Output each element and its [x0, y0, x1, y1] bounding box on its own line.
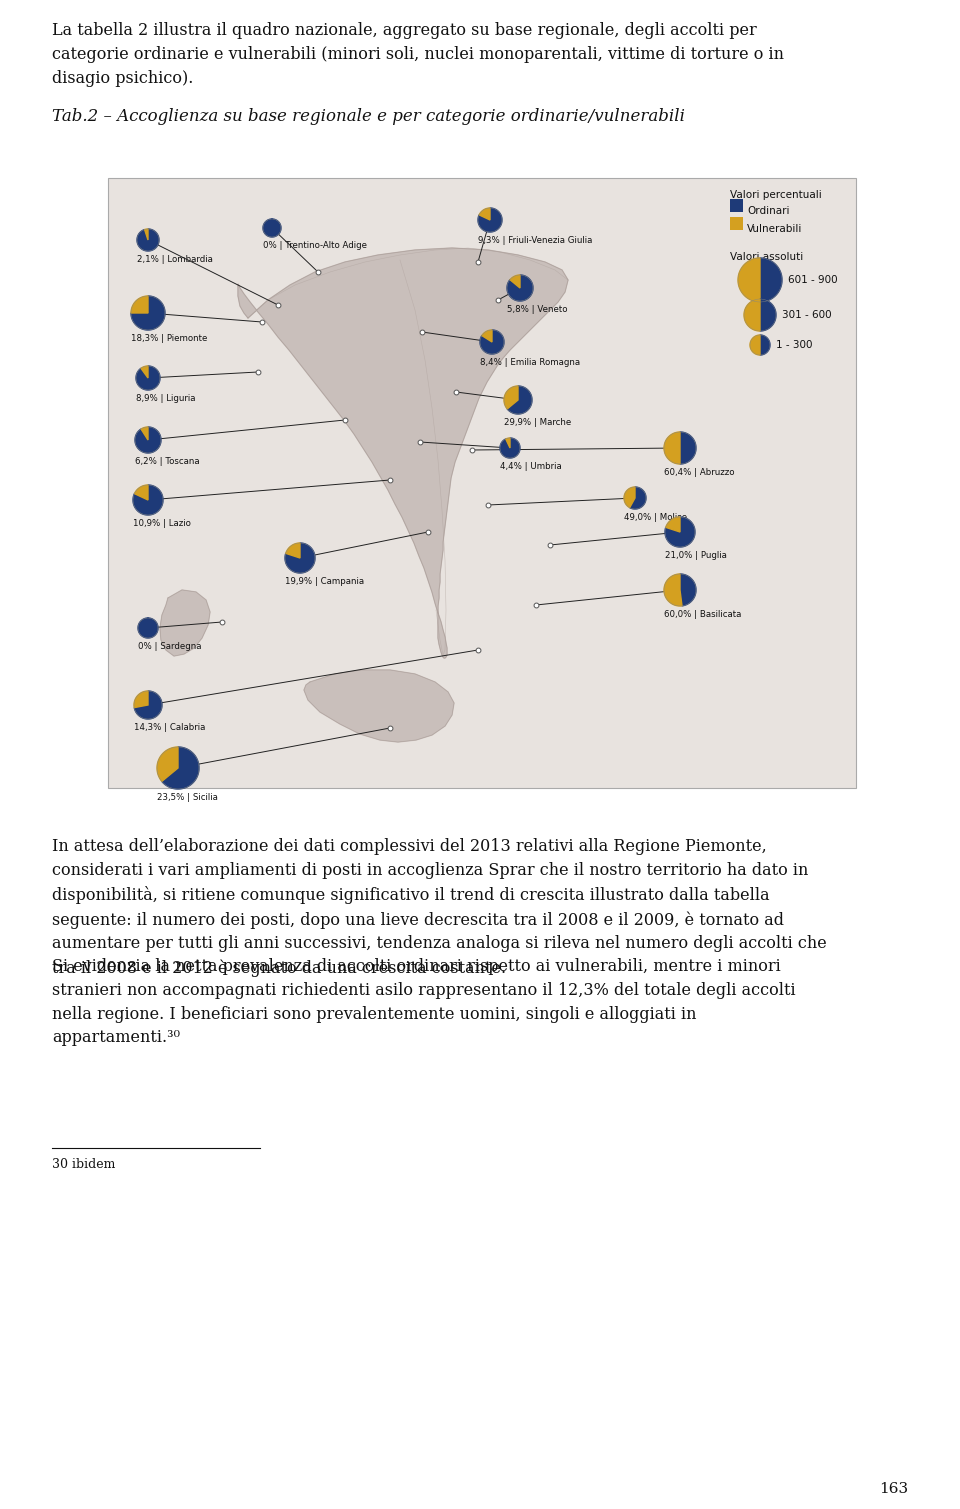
Polygon shape: [160, 590, 210, 656]
Polygon shape: [760, 335, 770, 355]
Polygon shape: [134, 691, 162, 718]
Polygon shape: [510, 275, 520, 288]
Text: 10,9% | Lazio: 10,9% | Lazio: [133, 519, 191, 528]
Bar: [730, 217, 743, 229]
Polygon shape: [500, 438, 520, 459]
Polygon shape: [141, 427, 148, 441]
Text: 23,5% | Sicilia: 23,5% | Sicilia: [157, 794, 218, 801]
Polygon shape: [137, 229, 159, 250]
Polygon shape: [665, 518, 680, 533]
Polygon shape: [507, 386, 532, 413]
Text: 19,9% | Campania: 19,9% | Campania: [285, 576, 364, 585]
Bar: [108, 178, 856, 788]
Text: Vulnerabili: Vulnerabili: [747, 223, 803, 234]
Bar: [730, 199, 743, 211]
Polygon shape: [135, 427, 161, 453]
Polygon shape: [134, 484, 148, 499]
Text: 30 ibidem: 30 ibidem: [52, 1157, 115, 1171]
Text: 0% | Sardegna: 0% | Sardegna: [138, 641, 202, 650]
Polygon shape: [680, 432, 696, 463]
Polygon shape: [133, 484, 163, 515]
Polygon shape: [482, 330, 492, 343]
Polygon shape: [131, 296, 148, 312]
Polygon shape: [760, 299, 776, 330]
Text: Valori percentuali: Valori percentuali: [730, 190, 822, 201]
Polygon shape: [238, 247, 568, 658]
Text: Tab.2 – Accoglienza su base regionale e per categorie ordinarie/vulnerabili: Tab.2 – Accoglienza su base regionale e …: [52, 109, 685, 125]
Text: 5,8% | Veneto: 5,8% | Veneto: [507, 305, 567, 314]
Text: 6,2% | Toscana: 6,2% | Toscana: [135, 457, 200, 466]
Text: 18,3% | Piemonte: 18,3% | Piemonte: [131, 333, 207, 343]
Polygon shape: [136, 367, 160, 389]
Polygon shape: [624, 487, 635, 507]
Polygon shape: [285, 543, 315, 573]
Text: 8,9% | Liguria: 8,9% | Liguria: [136, 394, 196, 403]
Polygon shape: [479, 208, 490, 220]
Polygon shape: [162, 747, 199, 789]
Polygon shape: [304, 670, 454, 742]
Polygon shape: [750, 335, 760, 355]
Polygon shape: [263, 219, 281, 237]
Text: 8,4% | Emilia Romagna: 8,4% | Emilia Romagna: [480, 358, 580, 367]
Text: 1 - 300: 1 - 300: [776, 340, 812, 350]
Polygon shape: [506, 438, 510, 448]
Text: 2,1% | Lombardia: 2,1% | Lombardia: [137, 255, 213, 264]
Text: 4,4% | Umbria: 4,4% | Umbria: [500, 462, 562, 471]
Text: 21,0% | Puglia: 21,0% | Puglia: [665, 551, 727, 560]
Polygon shape: [134, 691, 148, 708]
Text: Si evidenzia la netta prevalenza di accolti ordinari rispetto ai vulnerabili, me: Si evidenzia la netta prevalenza di acco…: [52, 958, 796, 1046]
Text: Valori assoluti: Valori assoluti: [730, 252, 804, 263]
Text: 60,4% | Abruzzo: 60,4% | Abruzzo: [664, 468, 734, 477]
Polygon shape: [480, 330, 504, 355]
Polygon shape: [738, 258, 760, 302]
Text: 601 - 900: 601 - 900: [788, 275, 838, 285]
Text: 60,0% | Basilicata: 60,0% | Basilicata: [664, 610, 741, 619]
Text: La tabella 2 illustra il quadro nazionale, aggregato su base regionale, degli ac: La tabella 2 illustra il quadro nazional…: [52, 23, 784, 88]
Polygon shape: [478, 208, 502, 232]
Text: 9,3% | Friuli-Venezia Giulia: 9,3% | Friuli-Venezia Giulia: [478, 235, 592, 244]
Polygon shape: [141, 367, 148, 377]
Polygon shape: [664, 432, 680, 463]
Text: 14,3% | Calabria: 14,3% | Calabria: [134, 723, 205, 732]
Polygon shape: [286, 543, 300, 558]
Polygon shape: [131, 296, 165, 330]
Polygon shape: [760, 258, 782, 302]
Polygon shape: [157, 747, 178, 782]
Text: 49,0% | Molise: 49,0% | Molise: [624, 513, 687, 522]
Text: 0% | Trentino-Alto Adige: 0% | Trentino-Alto Adige: [263, 241, 367, 250]
Polygon shape: [504, 386, 518, 409]
Polygon shape: [680, 573, 696, 607]
Polygon shape: [138, 619, 158, 638]
Polygon shape: [665, 518, 695, 546]
Polygon shape: [507, 275, 533, 300]
Text: 29,9% | Marche: 29,9% | Marche: [504, 418, 571, 427]
Text: 301 - 600: 301 - 600: [782, 309, 831, 320]
Text: In attesa dell’elaborazione dei dati complessivi del 2013 relativi alla Regione : In attesa dell’elaborazione dei dati com…: [52, 837, 827, 976]
Polygon shape: [664, 573, 682, 607]
Text: 163: 163: [878, 1482, 908, 1495]
Polygon shape: [630, 487, 646, 509]
Polygon shape: [744, 299, 760, 330]
Text: Ordinari: Ordinari: [747, 207, 789, 216]
Polygon shape: [145, 229, 148, 240]
